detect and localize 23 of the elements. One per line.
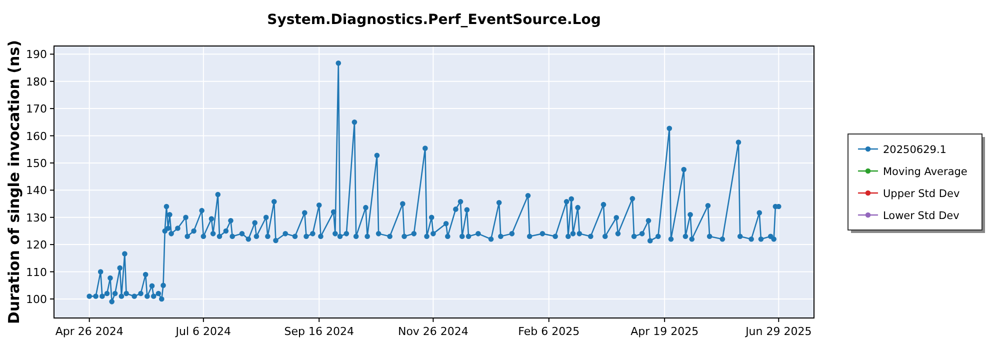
x-tick-label: Apr 26 2024: [55, 325, 124, 338]
x-tick-label: Jun 29 2025: [744, 325, 812, 338]
y-axis-title: Duration of single invocation (ns): [5, 40, 23, 324]
chart-title: System.Diagnostics.Perf_EventSource.Log: [267, 12, 601, 28]
legend-label: Moving Average: [883, 166, 968, 178]
x-tick-label: Sep 16 2024: [284, 325, 354, 338]
y-tick-label: 150: [26, 156, 47, 170]
y-tick-label: 180: [26, 75, 47, 88]
legend-label: Upper Std Dev: [883, 188, 960, 200]
y-tick-label: 160: [26, 130, 47, 143]
y-tick-label: 130: [26, 211, 47, 224]
x-tick-label: Nov 26 2024: [398, 325, 468, 338]
y-tick-label: 110: [26, 266, 47, 279]
x-tick-label: Feb 6 2025: [518, 325, 580, 338]
y-tick-label: 190: [26, 48, 47, 62]
y-tick-label: 170: [26, 102, 47, 116]
y-tick-label: 140: [26, 184, 47, 198]
x-tick-label: Jul 6 2024: [174, 325, 232, 338]
legend-label: Lower Std Dev: [883, 210, 960, 222]
x-tick-label: Apr 19 2025: [630, 325, 699, 338]
legend-label: 20250629.1: [883, 144, 946, 156]
y-tick-label: 100: [26, 292, 47, 306]
y-tick-label: 120: [26, 238, 47, 252]
